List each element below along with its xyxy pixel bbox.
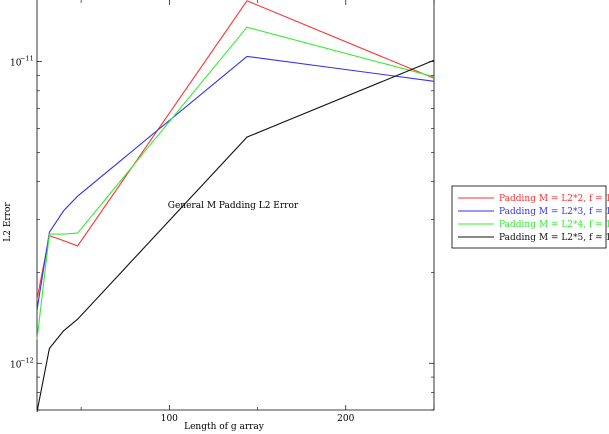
series-line-padding-m-l2-5-f-12 — [36, 59, 435, 413]
legend-box — [451, 185, 607, 249]
x-axis-label: Length of g array — [184, 422, 265, 432]
x-tick-label: 100 — [161, 414, 178, 424]
legend-label: Padding M = L2*5, f = 12 — [499, 233, 609, 243]
legend: Padding M = L2*2, f = 12 Padding M = L2*3… — [451, 185, 609, 249]
legend-label: Padding M = L2*3, f = 12 — [499, 207, 609, 217]
series-line-padding-m-l2-3-f-12 — [36, 55, 435, 311]
y-tick-label: 10 — [10, 360, 22, 370]
series-lines — [36, 0, 435, 413]
plot-axes — [36, 0, 435, 411]
legend-label: Padding M = L2*4, f = 12 — [499, 220, 609, 230]
chart-annotation: General M Padding L2 Error — [168, 201, 299, 211]
x-tick-label: 200 — [337, 414, 354, 424]
y-tick-exponent: −11 — [20, 55, 34, 63]
y-tick-exponent: −12 — [20, 356, 34, 364]
y-tick-label: 10 — [10, 59, 22, 69]
series-line-padding-m-l2-4-f-12 — [36, 26, 435, 340]
y-axis-label: L2 Error — [3, 202, 13, 242]
legend-label: Padding M = L2*2, f = 12 — [499, 194, 609, 204]
